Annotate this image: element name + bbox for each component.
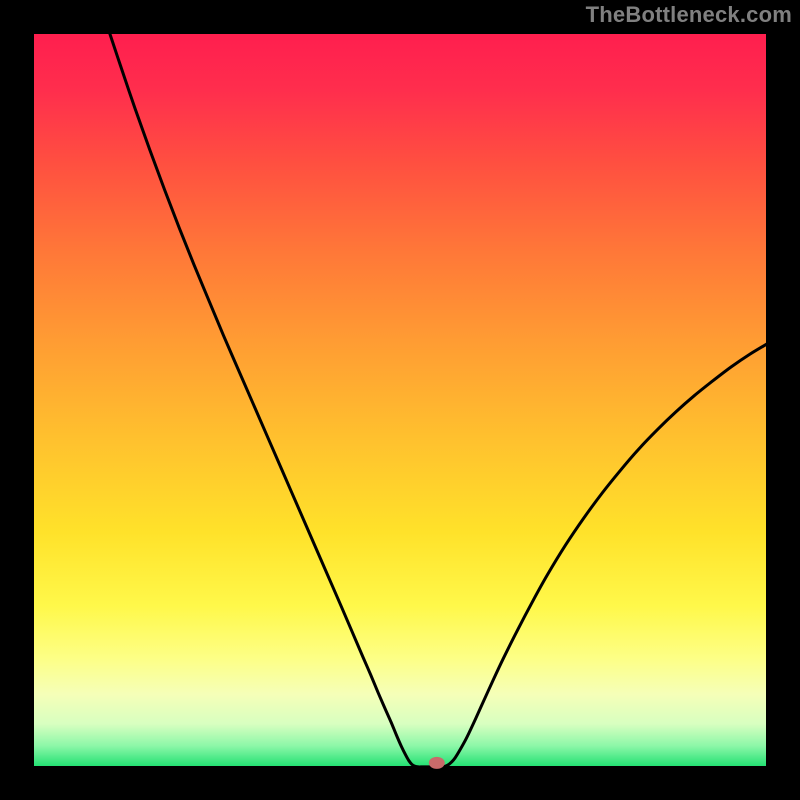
- chart-svg: [0, 0, 800, 800]
- chart-container: TheBottleneck.com: [0, 0, 800, 800]
- watermark-text: TheBottleneck.com: [586, 2, 792, 28]
- optimum-marker: [429, 757, 445, 769]
- chart-background: [32, 32, 768, 768]
